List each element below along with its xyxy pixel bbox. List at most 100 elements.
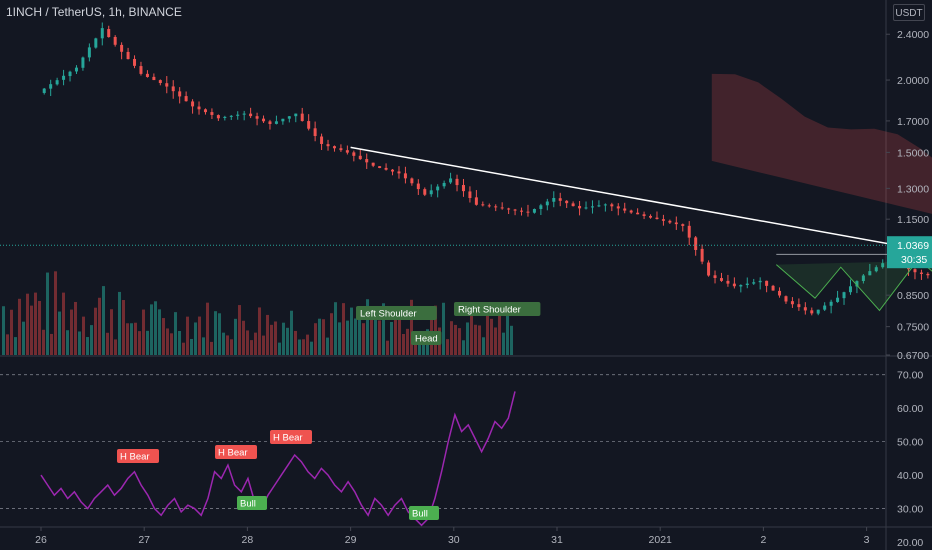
volume-bar (298, 339, 301, 355)
candle-body (687, 225, 691, 238)
volume-bar (390, 321, 393, 355)
candle-body (558, 198, 562, 201)
candle-body (210, 112, 214, 115)
candle-body (378, 166, 382, 168)
volume-bar (50, 333, 53, 355)
candle-body (461, 185, 465, 192)
volume-bar (274, 321, 277, 355)
candle-body (352, 152, 356, 156)
candle-body (836, 297, 840, 302)
candle-body (468, 191, 472, 199)
time-tick-label: 29 (345, 534, 357, 546)
candle-body (94, 38, 98, 48)
pattern-label-bg (411, 331, 442, 345)
volume-bar (142, 309, 145, 355)
volume-bar (14, 337, 17, 355)
volume-bar (126, 323, 129, 355)
candle-body (797, 304, 801, 308)
candle-body (655, 217, 659, 220)
volume-bar (282, 322, 285, 355)
volume-bar (138, 331, 141, 355)
volume-bar (6, 334, 9, 355)
volume-bar (378, 320, 381, 355)
candle-body (184, 96, 188, 102)
candle-body (590, 206, 594, 208)
volume-bar (102, 286, 105, 355)
candle-body (62, 75, 66, 80)
rsi-tick-label: 30.00 (897, 504, 923, 516)
candle-body (513, 209, 517, 211)
price-tick-label: 0.7500 (897, 322, 929, 334)
time-tick-label: 2021 (649, 534, 673, 546)
volume-bar (474, 324, 477, 355)
candle-body (829, 301, 833, 306)
volume-bar (414, 341, 417, 355)
volume-bar (94, 307, 97, 355)
currency-button[interactable]: USDT (893, 4, 925, 21)
candle-body (674, 222, 678, 225)
volume-bar (130, 323, 133, 355)
candle-body (436, 186, 440, 191)
candle-body (532, 209, 536, 213)
candle-body (74, 67, 78, 72)
candle-body (249, 113, 253, 117)
volume-bar (194, 322, 197, 355)
volume-bar (330, 313, 333, 355)
candle-body (855, 281, 859, 287)
volume-bar (254, 332, 257, 355)
volume-bar (302, 339, 305, 355)
candle-body (236, 114, 240, 116)
volume-bar (210, 341, 213, 355)
volume-bar (450, 321, 453, 355)
candle-body (339, 148, 343, 151)
volume-bar (214, 311, 217, 355)
divergence-label-bg (270, 430, 312, 444)
candle-body (216, 115, 220, 119)
candle-body (345, 150, 349, 153)
time-tick-label: 27 (138, 534, 150, 546)
volume-bar (162, 318, 165, 355)
candle-body (739, 285, 743, 287)
candle-body (649, 215, 653, 218)
divergence-label-bg (117, 449, 159, 463)
volume-bar (286, 327, 289, 355)
volume-bar (18, 298, 21, 355)
volume-bar (342, 303, 345, 355)
candle-body (758, 280, 762, 283)
volume-bar (494, 327, 497, 355)
candle-body (520, 210, 524, 212)
volume-bar (398, 312, 401, 355)
volume-bar (90, 325, 93, 355)
volume-bar (166, 328, 169, 355)
pattern-label: Left Shoulder (360, 309, 417, 320)
candle-body (719, 278, 723, 281)
price-tick-label: 1.7000 (897, 116, 929, 128)
price-tick-label: 1.5000 (897, 147, 929, 159)
candle-body (152, 76, 156, 81)
candle-body (481, 204, 485, 206)
volume-bar (62, 292, 65, 355)
candle-body (307, 121, 311, 129)
time-tick-label: 3 (864, 534, 870, 546)
candle-body (578, 205, 582, 209)
volume-bar (146, 330, 149, 355)
volume-bar (186, 316, 189, 355)
volume-bar (46, 272, 49, 355)
volume-bar (406, 328, 409, 355)
candle-body (449, 178, 453, 183)
candle-body (49, 84, 53, 89)
candle-body (229, 115, 233, 117)
volume-bar (26, 293, 29, 355)
candle-body (120, 44, 124, 52)
volume-bar (278, 342, 281, 355)
volume-bar (510, 325, 513, 355)
candle-body (358, 155, 362, 160)
volume-bar (218, 313, 221, 355)
candle-body (158, 80, 162, 83)
volume-bar (506, 303, 509, 355)
rsi-tick-label: 20.00 (897, 537, 923, 549)
time-tick-label: 28 (242, 534, 254, 546)
volume-bar (346, 320, 349, 355)
candle-body (326, 144, 330, 147)
